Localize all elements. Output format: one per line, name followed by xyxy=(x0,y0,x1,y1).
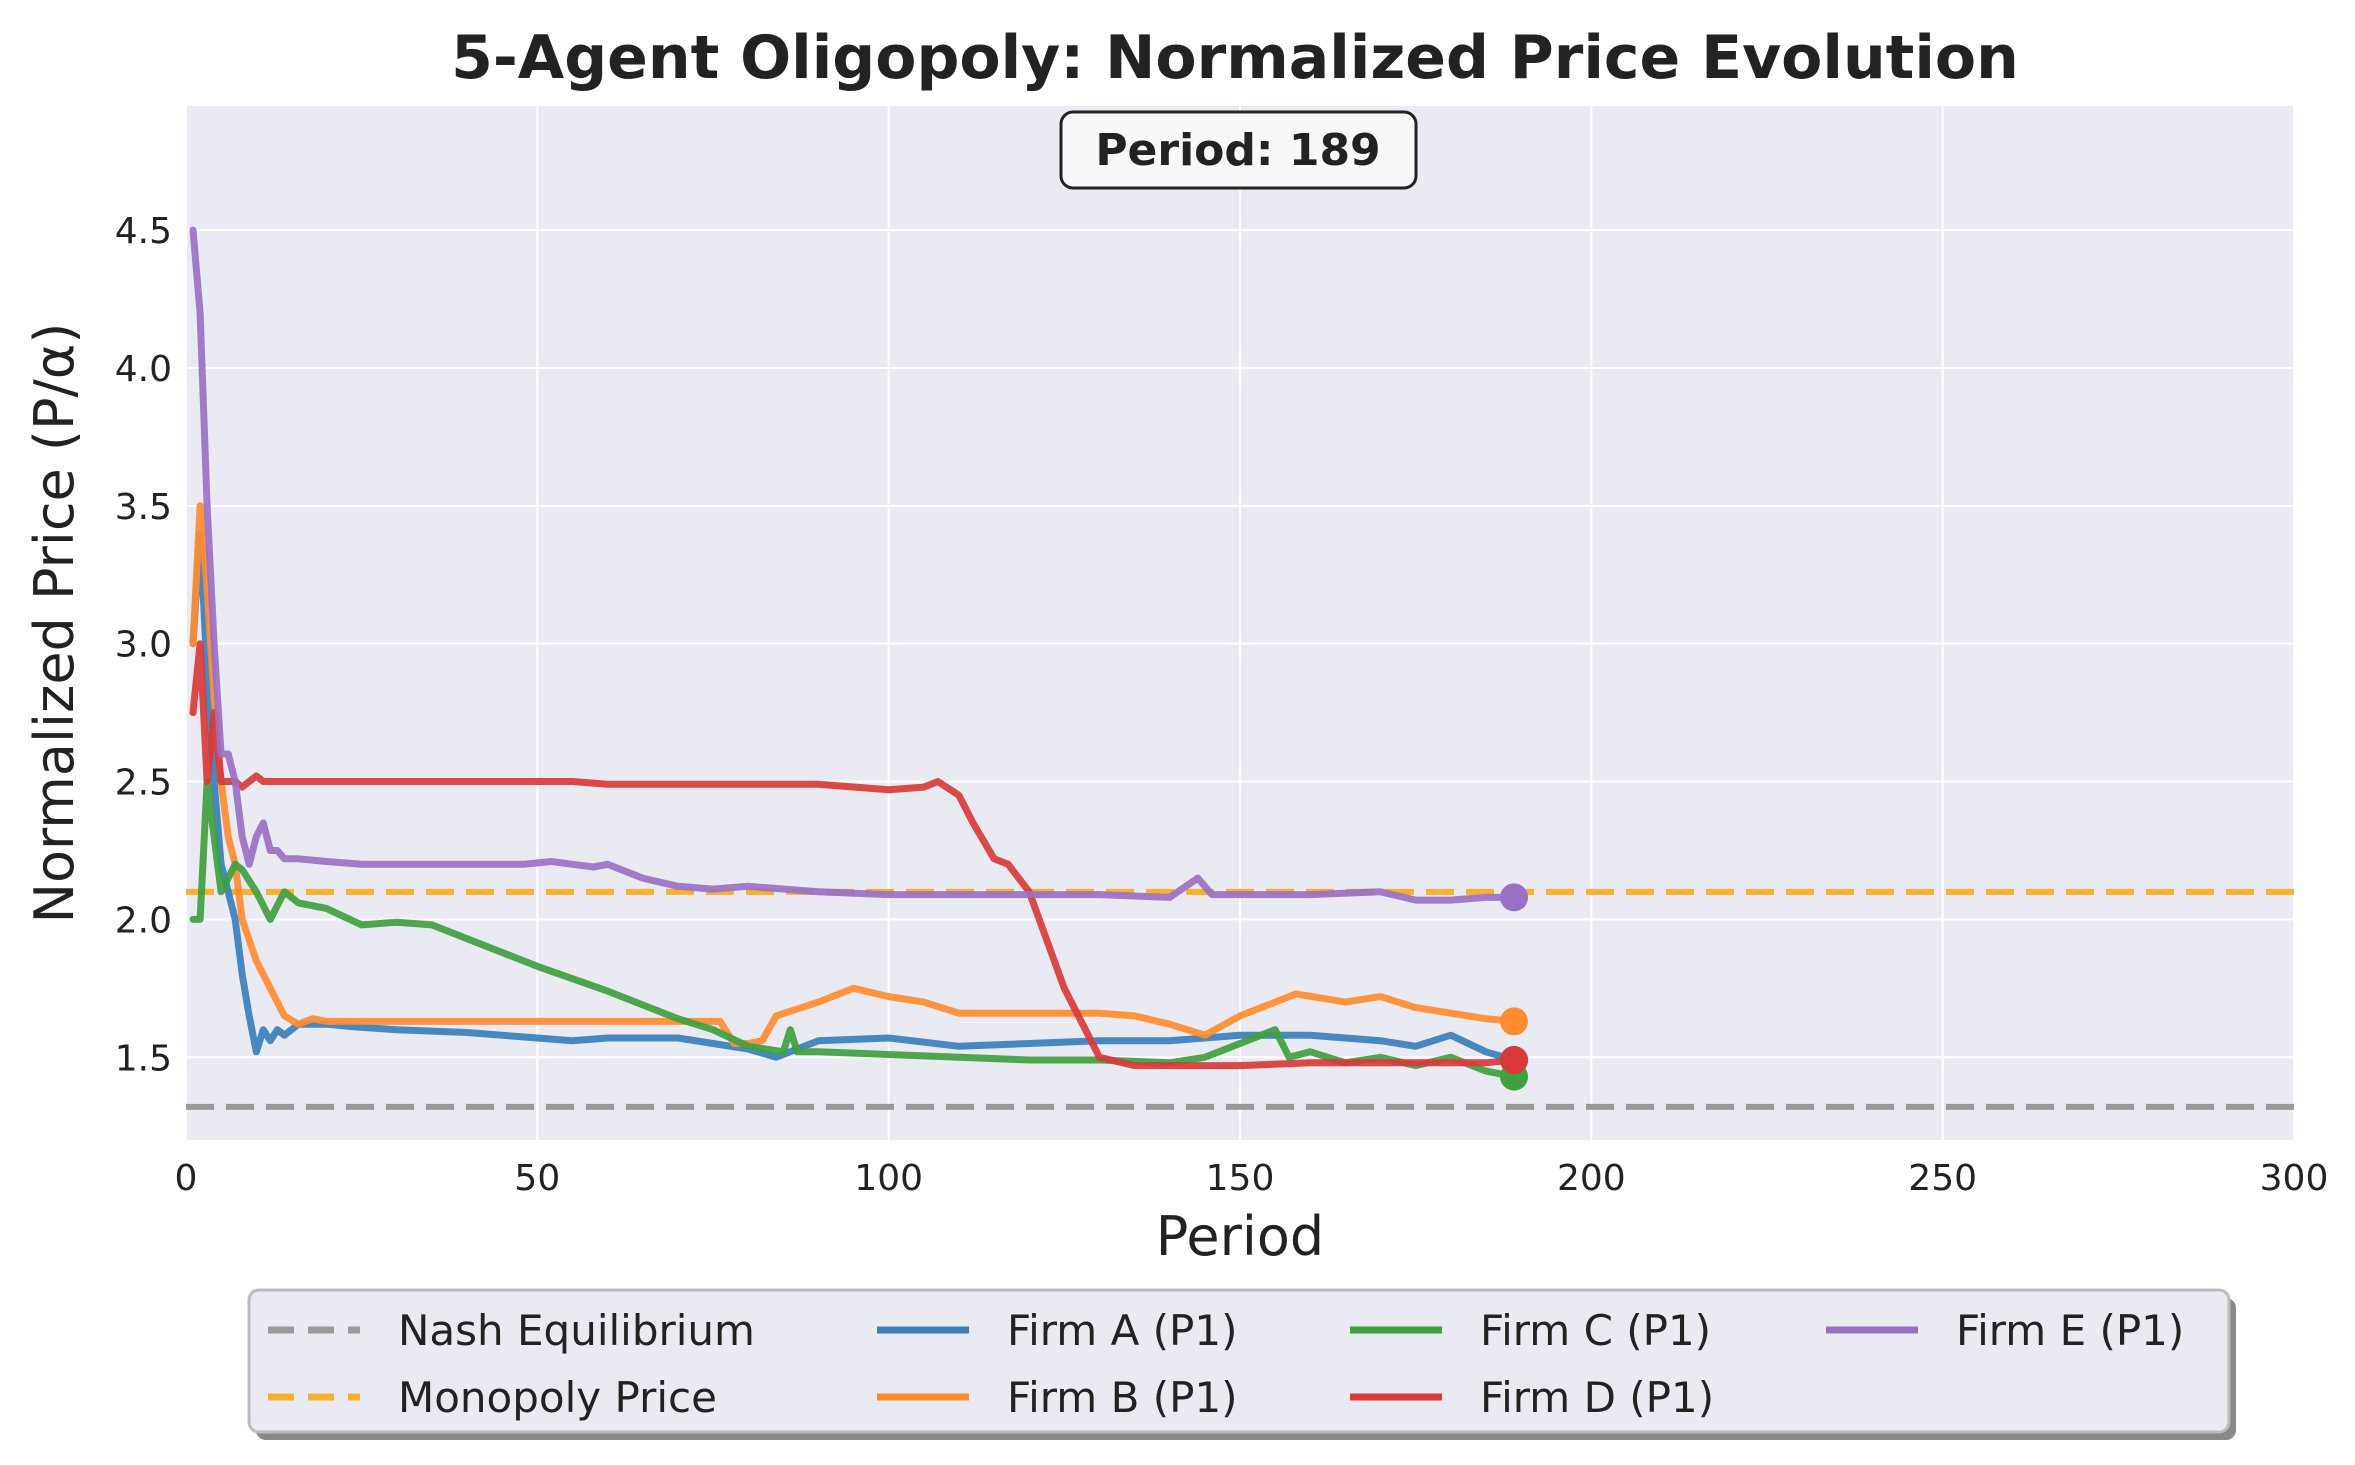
firm-e-p1-line xyxy=(189,226,1518,904)
firm-e-p1-endpoint xyxy=(1500,883,1529,912)
legend-item-monopoly-price: Monopoly Price xyxy=(268,1373,717,1422)
legend-label: Firm D (P1) xyxy=(1480,1373,1714,1422)
y-tick-label: 3.0 xyxy=(115,625,172,666)
period-annotation-text: Period: 189 xyxy=(1095,125,1380,176)
y-tick-label: 4.0 xyxy=(115,349,172,390)
x-axis-label: Period xyxy=(1156,1205,1324,1268)
y-tick-label: 1.5 xyxy=(115,1038,172,1079)
x-tick-label: 50 xyxy=(514,1158,560,1199)
x-tick-label: 200 xyxy=(1557,1158,1626,1199)
series-lines xyxy=(189,226,1518,1081)
legend: Nash Equilibrium Monopoly Price Firm A (P1… xyxy=(247,1288,2236,1440)
firm-d-p1-endpoint xyxy=(1500,1046,1529,1075)
legend-item-firm-d-p1: Firm D (P1) xyxy=(1350,1373,1714,1422)
firm-b-p1-endpoint xyxy=(1500,1007,1529,1036)
legend-label: Firm B (P1) xyxy=(1007,1373,1238,1422)
legend-item-firm-b-p1: Firm B (P1) xyxy=(877,1373,1238,1422)
period-annotation: Period: 189 xyxy=(1059,110,1418,190)
legend-item-firm-a-p1: Firm A (P1) xyxy=(877,1306,1237,1355)
firm-c-p1-line xyxy=(189,778,1518,1081)
legend-items: Nash Equilibrium Monopoly Price Firm A (P1… xyxy=(268,1306,2184,1422)
y-axis-label: Normalized Price (P/α) xyxy=(23,323,86,924)
y-tick-label: 2.5 xyxy=(115,763,172,804)
y-tick-label: 3.5 xyxy=(115,487,172,528)
legend-box xyxy=(247,1288,2231,1434)
chart-title: 5-Agent Oligopoly: Normalized Price Evol… xyxy=(451,23,2019,93)
legend-label: Nash Equilibrium xyxy=(398,1306,755,1355)
y-tick-label: 4.5 xyxy=(115,211,172,252)
series-endpoints xyxy=(1500,883,1529,1091)
y-tick-label: 2.0 xyxy=(115,900,172,941)
tick-labels: 0 50 100 150 200 250 300 1.5 2.0 2.5 3.0 3.5 4.0 4.5 xyxy=(115,211,2329,1199)
legend-item-nash-equilibrium: Nash Equilibrium xyxy=(268,1306,755,1355)
x-tick-label: 0 xyxy=(175,1158,198,1199)
grid xyxy=(185,106,2295,1140)
legend-label: Monopoly Price xyxy=(398,1373,717,1422)
legend-label: Firm E (P1) xyxy=(1956,1306,2184,1355)
period-annotation-box xyxy=(1059,110,1418,190)
firm-b-p1-line xyxy=(189,502,1518,1047)
x-tick-label: 250 xyxy=(1908,1158,1977,1199)
firm-a-p1-line xyxy=(189,529,1518,1064)
legend-item-firm-c-p1: Firm C (P1) xyxy=(1350,1306,1711,1355)
legend-item-firm-e-p1: Firm E (P1) xyxy=(1826,1306,2184,1355)
x-tick-label: 300 xyxy=(2260,1158,2329,1199)
legend-label: Firm A (P1) xyxy=(1007,1306,1237,1355)
x-tick-label: 150 xyxy=(1206,1158,1275,1199)
legend-label: Firm C (P1) xyxy=(1480,1306,1711,1355)
x-tick-label: 100 xyxy=(854,1158,923,1199)
